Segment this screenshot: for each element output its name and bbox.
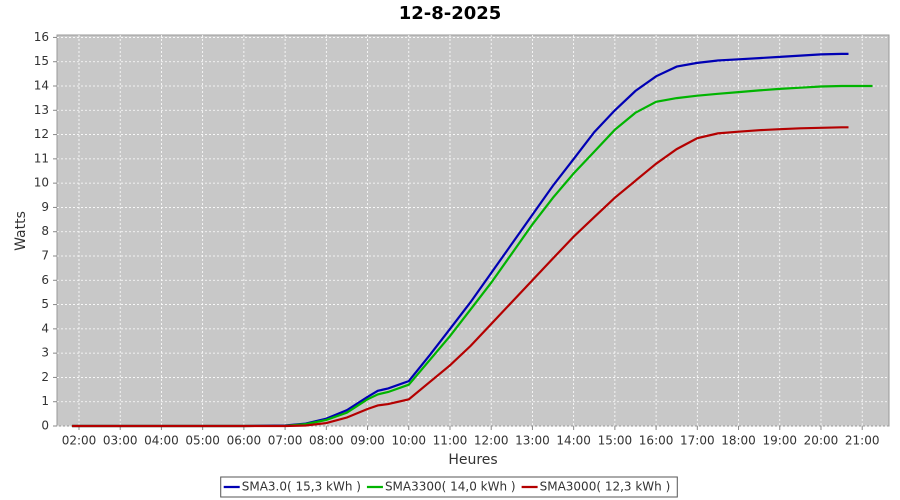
y-tick-label: 13 bbox=[34, 103, 49, 117]
y-tick-label: 16 bbox=[34, 30, 49, 44]
plot-area bbox=[56, 34, 890, 427]
y-tick-label: 14 bbox=[34, 79, 49, 93]
x-tick-label: 07:00 bbox=[268, 434, 303, 448]
x-tick-label: 19:00 bbox=[762, 434, 797, 448]
y-tick-label: 7 bbox=[41, 249, 49, 263]
x-tick-label: 02:00 bbox=[62, 434, 97, 448]
x-tick-label: 08:00 bbox=[309, 434, 344, 448]
y-tick-label: 2 bbox=[41, 370, 49, 384]
y-tick-label: 11 bbox=[34, 151, 49, 165]
legend-label: SMA3000( 12,3 kWh ) bbox=[540, 480, 671, 494]
x-tick-label: 03:00 bbox=[103, 434, 138, 448]
x-axis-label: Heures bbox=[448, 452, 497, 468]
y-tick-label: 3 bbox=[41, 346, 49, 360]
x-tick-label: 05:00 bbox=[185, 434, 220, 448]
data-line bbox=[72, 84, 873, 428]
y-tick-label: 15 bbox=[34, 54, 49, 68]
x-tick-label: 14:00 bbox=[556, 434, 591, 448]
x-tick-label: 04:00 bbox=[144, 434, 179, 448]
x-tick-label: 15:00 bbox=[598, 434, 633, 448]
x-tick-label: 16:00 bbox=[639, 434, 674, 448]
x-tick-label: 06:00 bbox=[227, 434, 262, 448]
y-tick-label: 1 bbox=[41, 394, 49, 408]
x-tick-label: 20:00 bbox=[804, 434, 839, 448]
x-tick-label: 09:00 bbox=[350, 434, 385, 448]
chart-title: 12-8-2025 bbox=[399, 3, 502, 24]
x-tick-label: 17:00 bbox=[680, 434, 715, 448]
y-tick-label: 0 bbox=[41, 419, 49, 433]
y-tick-label: 4 bbox=[41, 321, 49, 335]
x-tick-label: 21:00 bbox=[845, 434, 880, 448]
y-tick-label: 6 bbox=[41, 273, 49, 287]
y-tick-label: 9 bbox=[41, 200, 49, 214]
y-tick-label: 12 bbox=[34, 127, 49, 141]
y-axis-label: Watts bbox=[13, 211, 29, 251]
y-tick-label: 10 bbox=[34, 176, 49, 190]
x-tick-label: 13:00 bbox=[515, 434, 550, 448]
y-tick-label: 8 bbox=[41, 224, 49, 238]
legend: SMA3.0( 15,3 kWh ) SMA3300( 14,0 kWh ) SMA… bbox=[220, 476, 678, 498]
legend-label: SMA3.0( 15,3 kWh ) bbox=[242, 480, 361, 494]
data-line bbox=[72, 126, 849, 428]
x-tick-label: 10:00 bbox=[391, 434, 426, 448]
x-tick-label: 18:00 bbox=[721, 434, 756, 448]
y-tick-label: 5 bbox=[41, 297, 49, 311]
legend-label: SMA3300( 14,0 kWh ) bbox=[385, 480, 516, 494]
x-tick-label: 11:00 bbox=[433, 434, 468, 448]
legend-box bbox=[220, 476, 678, 498]
x-tick-label: 12:00 bbox=[474, 434, 509, 448]
